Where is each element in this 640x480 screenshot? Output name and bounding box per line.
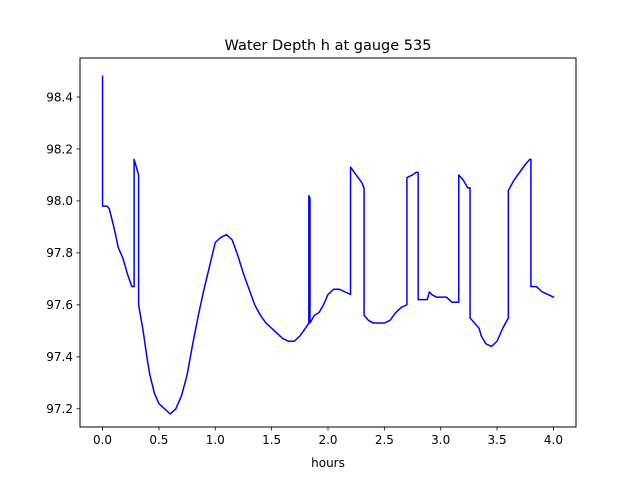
y-tick-label: 97.6 (46, 298, 73, 312)
x-tick-label: 0.0 (93, 433, 112, 447)
y-tick-label: 98.4 (46, 90, 73, 104)
x-tick-label: 3.5 (488, 433, 507, 447)
x-tick-label: 2.0 (318, 433, 337, 447)
x-tick-label: 0.5 (149, 433, 168, 447)
y-tick-label: 98.0 (46, 194, 73, 208)
chart-title: Water Depth h at gauge 535 (225, 38, 432, 54)
x-tick-label: 2.5 (375, 433, 394, 447)
x-tick-label: 1.5 (262, 433, 281, 447)
y-tick-label: 97.2 (46, 402, 73, 416)
y-tick-label: 98.2 (46, 142, 73, 156)
y-tick-label: 97.4 (46, 350, 73, 364)
data-line-series-0 (101, 75, 555, 415)
x-axis-label: hours (311, 456, 345, 470)
x-tick-label: 3.0 (431, 433, 450, 447)
y-tick-label: 97.8 (46, 246, 73, 260)
x-tick-label: 1.0 (206, 433, 225, 447)
plot-area: 0.0 0.5 1.0 1.5 2.0 2.5 3.0 3.5 4.0 97.2 97.4 97.6 9… (46, 57, 577, 447)
x-tick-label: 4.0 (544, 433, 563, 447)
